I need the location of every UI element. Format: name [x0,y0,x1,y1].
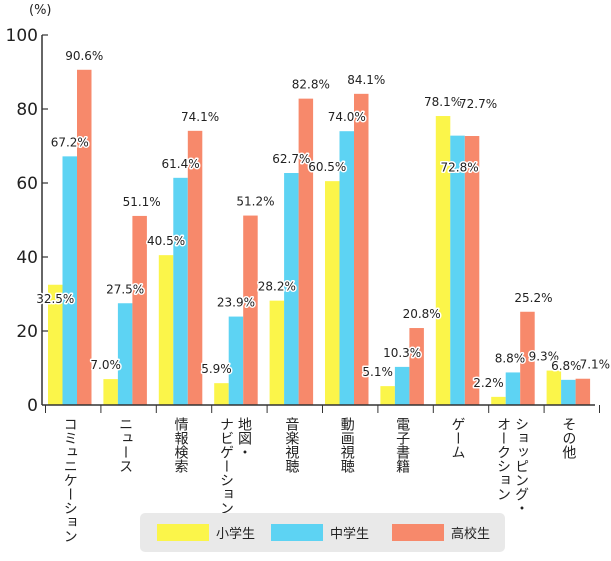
bar-3 [187,130,203,405]
data-label: 9.3% [529,350,560,364]
data-label: 5.1% [362,365,393,379]
bar-3 [77,69,92,405]
y-unit-label: (%) [29,3,52,18]
legend-swatch [392,524,444,541]
data-label: 23.9% [217,296,255,310]
data-label: 74.1% [181,110,219,124]
bar-2 [228,316,244,405]
data-label: 74.0% [328,110,366,124]
legend-label: 中学生 [330,526,369,542]
data-label: 82.8% [292,78,330,92]
data-label: 60.5% [308,160,346,174]
bar-3 [520,311,535,405]
bar-2 [173,177,188,405]
bar-2 [62,156,77,405]
x-category-label: ニュース [117,417,133,473]
bar-3 [575,378,591,405]
data-label: 6.8% [551,359,582,373]
bar-1 [158,255,174,405]
x-category-label: ナビゲーション [218,417,234,515]
data-label: 28.2% [258,280,296,294]
data-label: 78.1% [424,95,462,109]
data-label: 84.1% [347,73,385,87]
bar-3 [243,215,258,405]
data-label: 7.1% [580,358,611,372]
bar-1 [435,116,451,405]
legend-label: 高校生 [451,526,490,542]
data-label: 51.1% [123,195,161,209]
bar-1 [48,284,63,405]
bar-2 [394,366,410,405]
data-label: 8.8% [495,351,526,365]
data-label: 67.2% [51,135,89,149]
bar-3 [409,328,424,405]
x-category-label: 音楽視聴 [283,416,299,473]
data-label: 72.8% [440,161,478,175]
x-category-label: ゲーム [450,417,466,459]
bar-2 [284,173,299,405]
x-category-label: その他 [560,417,576,460]
bar-1 [546,370,562,405]
bar-3 [464,136,480,405]
legend-swatch [157,524,209,541]
x-category-label: 電子書籍 [394,417,410,474]
legend-swatch [271,524,323,541]
bar-3 [132,215,147,405]
bar-1 [325,181,340,405]
x-category-label: オークション [495,417,511,501]
data-label: 40.5% [147,234,185,248]
data-label: 61.4% [161,157,199,171]
y-tick-label: 100 [6,26,38,46]
data-label: 62.7% [272,152,310,166]
data-label: 27.5% [106,282,144,296]
y-tick-label: 80 [16,100,38,120]
y-tick-label: 60 [16,174,38,194]
data-label: 20.8% [403,307,441,321]
legend-label: 小学生 [216,526,255,542]
y-tick-label: 40 [16,248,38,268]
x-category-label: コミュニケーション [62,417,78,543]
data-label: 5.9% [201,362,232,376]
bar-1 [491,396,506,405]
bar-1 [103,379,118,405]
x-category-label: 地図・ [236,417,252,459]
data-label: 2.2% [473,376,504,390]
bar-2 [450,135,465,405]
bar-2 [561,379,576,405]
y-tick-label: 20 [16,322,38,342]
data-label: 72.7% [459,97,497,111]
x-category-label: 情報検索 [173,417,189,473]
bar-2 [339,131,354,405]
bar-2 [117,303,133,405]
data-label: 25.2% [514,291,552,305]
data-label: 51.2% [236,195,274,209]
x-category-label: 動画視聴 [339,417,355,473]
bar-1 [380,386,395,405]
bar-3 [354,93,369,405]
data-label: 10.3% [383,346,421,360]
data-label: 32.5% [36,292,74,306]
y-tick-label: 0 [27,396,38,416]
bar-1 [214,383,229,405]
bar-2 [505,372,521,405]
data-label: 90.6% [65,49,103,63]
data-label: 7.0% [90,358,121,372]
bar-1 [269,300,285,405]
bar-3 [298,98,314,405]
x-category-label: ショッピング・ [513,417,529,515]
